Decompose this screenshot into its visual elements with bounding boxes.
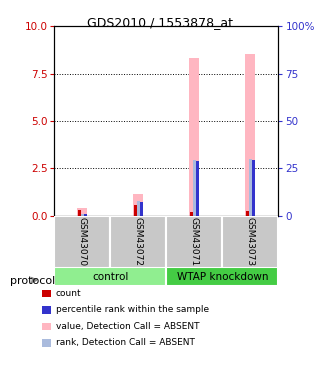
Text: GSM43071: GSM43071 [190, 217, 199, 266]
Bar [54, 216, 110, 268]
Bar [196, 161, 199, 216]
Text: protocol: protocol [10, 276, 55, 285]
Bar [137, 201, 140, 216]
Bar [193, 160, 196, 216]
Text: control: control [92, 272, 129, 282]
Text: WTAP knockdown: WTAP knockdown [177, 272, 268, 282]
Text: GSM43070: GSM43070 [78, 217, 87, 266]
Bar [78, 210, 81, 216]
Bar [110, 216, 166, 268]
Bar [166, 267, 278, 286]
Bar [222, 216, 278, 268]
Bar [84, 214, 87, 216]
Bar [189, 58, 199, 216]
Bar [133, 194, 143, 216]
Text: GDS2010 / 1553878_at: GDS2010 / 1553878_at [87, 16, 233, 29]
Bar [81, 214, 84, 216]
Bar [190, 212, 193, 216]
Bar [252, 160, 255, 216]
Bar [166, 216, 222, 268]
Bar [77, 208, 87, 216]
Text: rank, Detection Call = ABSENT: rank, Detection Call = ABSENT [56, 338, 195, 347]
Text: count: count [56, 289, 82, 298]
Text: GSM43073: GSM43073 [246, 217, 255, 266]
Bar [140, 202, 143, 216]
Bar [249, 159, 252, 216]
Bar [134, 205, 137, 216]
Bar [246, 211, 249, 216]
Text: value, Detection Call = ABSENT: value, Detection Call = ABSENT [56, 322, 199, 331]
Bar [54, 267, 166, 286]
Text: percentile rank within the sample: percentile rank within the sample [56, 305, 209, 314]
Bar [245, 54, 255, 216]
Text: GSM43072: GSM43072 [134, 217, 143, 266]
